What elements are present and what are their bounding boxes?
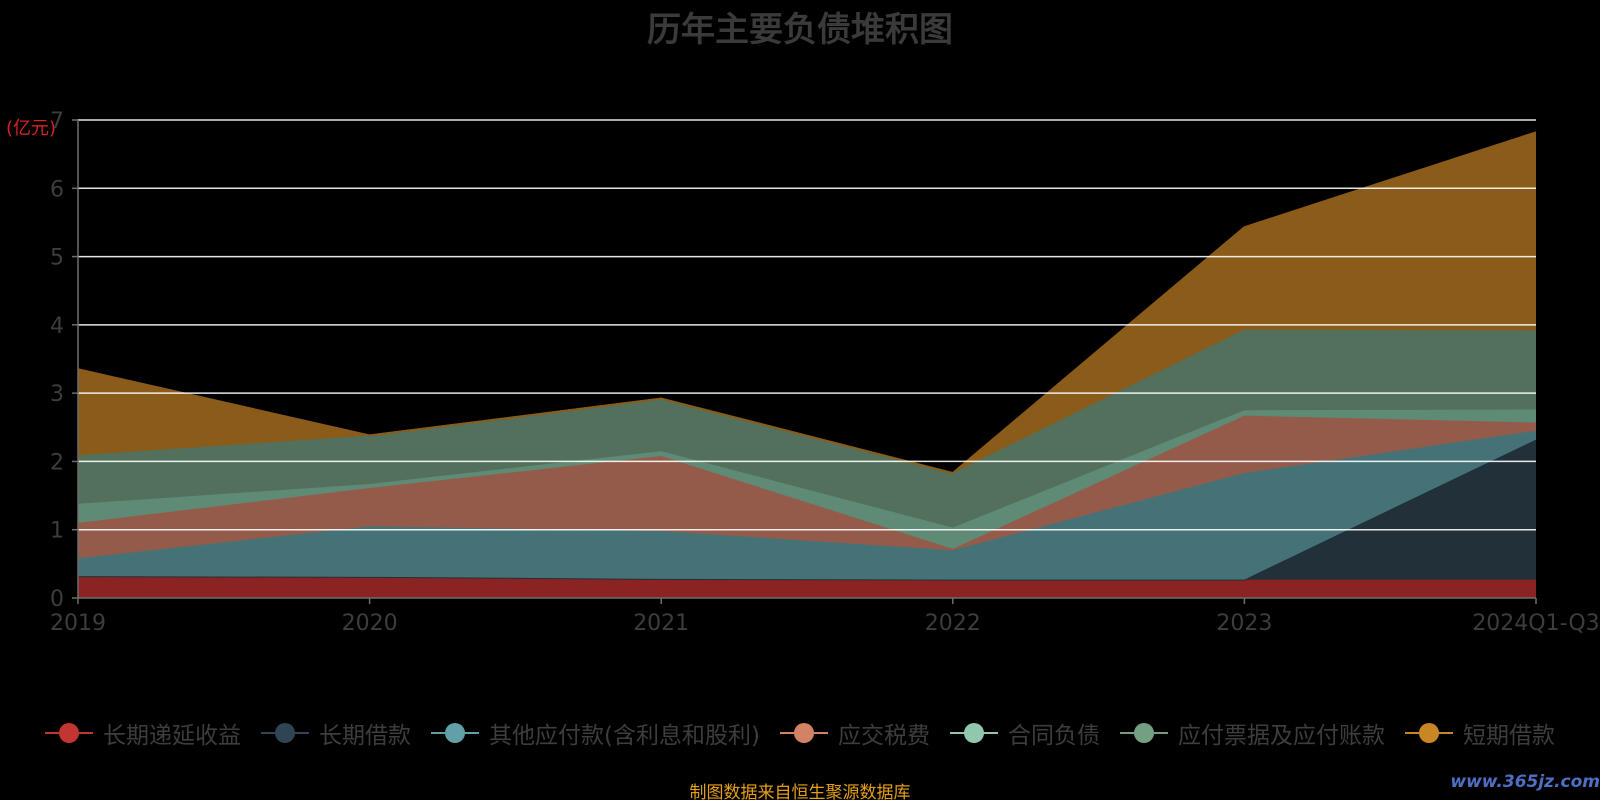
x-tick-label: 2022 [925, 611, 981, 636]
legend-item[interactable]: 应付票据及应付账款 [1119, 716, 1385, 750]
legend-item[interactable]: 其他应付款(含利息和股利) [431, 716, 760, 750]
watermark: www.365jz.com [1450, 772, 1600, 792]
area-series-2 [78, 430, 1536, 580]
y-tick-label: 2 [50, 450, 64, 475]
x-tick-label: 2023 [1216, 611, 1272, 636]
area-series-6 [78, 132, 1536, 474]
area-series-edge-6 [77, 131, 1537, 475]
legend-marker-icon [1404, 720, 1453, 746]
legend-marker-icon [1119, 720, 1168, 746]
data-source-note: 制图数据来自恒生聚源数据库 [689, 783, 911, 800]
grid-layer [78, 119, 1536, 531]
y-tick-label: 1 [50, 519, 64, 544]
legend-label: 长期借款 [319, 723, 412, 749]
area-series-0 [78, 576, 1536, 598]
area-series-1 [78, 439, 1536, 580]
x-tick-label: 2020 [342, 611, 398, 636]
x-tick-label: 2019 [50, 611, 106, 636]
area-series-3 [78, 415, 1536, 559]
y-tick-label: 3 [50, 382, 64, 407]
legend-item[interactable]: 长期借款 [261, 716, 411, 750]
y-tick-label: 4 [50, 314, 64, 339]
y-tick-label: 0 [50, 587, 64, 612]
area-layer [77, 131, 1537, 598]
y-tick-label: 6 [50, 177, 64, 202]
legend-marker-icon [45, 720, 94, 746]
chart-title: 历年主要负债堆积图 [647, 10, 953, 50]
legend-label: 合同负债 [1007, 723, 1100, 749]
legend-label: 短期借款 [1462, 723, 1555, 749]
legend-label: 应付票据及应付账款 [1177, 723, 1385, 749]
area-series-5 [78, 329, 1536, 528]
legend-item[interactable]: 合同负债 [949, 716, 1100, 750]
legend-label: 其他应付款(含利息和股利) [489, 723, 760, 749]
chart-legend: 长期递延收益 长期借款 其他应付款(含利息和股利) 应交税费 合同负债 应付票据及应付账款… [0, 716, 1600, 750]
y-tick-label: 5 [50, 246, 64, 271]
legend-marker-icon [261, 720, 310, 746]
y-tick-label: 7 [50, 109, 64, 134]
legend-label: 长期递延收益 [103, 723, 242, 749]
legend-item[interactable]: 应交税费 [779, 716, 930, 750]
x-tick-label: 2024Q1-Q3 [1472, 611, 1599, 636]
legend-marker-icon [431, 720, 480, 746]
legend-label: 应交税费 [837, 723, 930, 749]
legend-item[interactable]: 长期递延收益 [45, 716, 241, 750]
legend-item[interactable]: 短期借款 [1404, 716, 1555, 750]
legend-marker-icon [779, 720, 828, 746]
x-tick-label: 2021 [633, 611, 689, 636]
y-axis-unit-label: (亿元) [6, 118, 57, 139]
legend-marker-icon [949, 720, 998, 746]
area-series-4 [78, 409, 1536, 549]
tick-label-layer: 0 1 2 3 4 5 6 7 2019 2020 2021 2022 2023 2024Q1-Q3 [50, 109, 1600, 636]
axis-layer [72, 119, 1537, 604]
